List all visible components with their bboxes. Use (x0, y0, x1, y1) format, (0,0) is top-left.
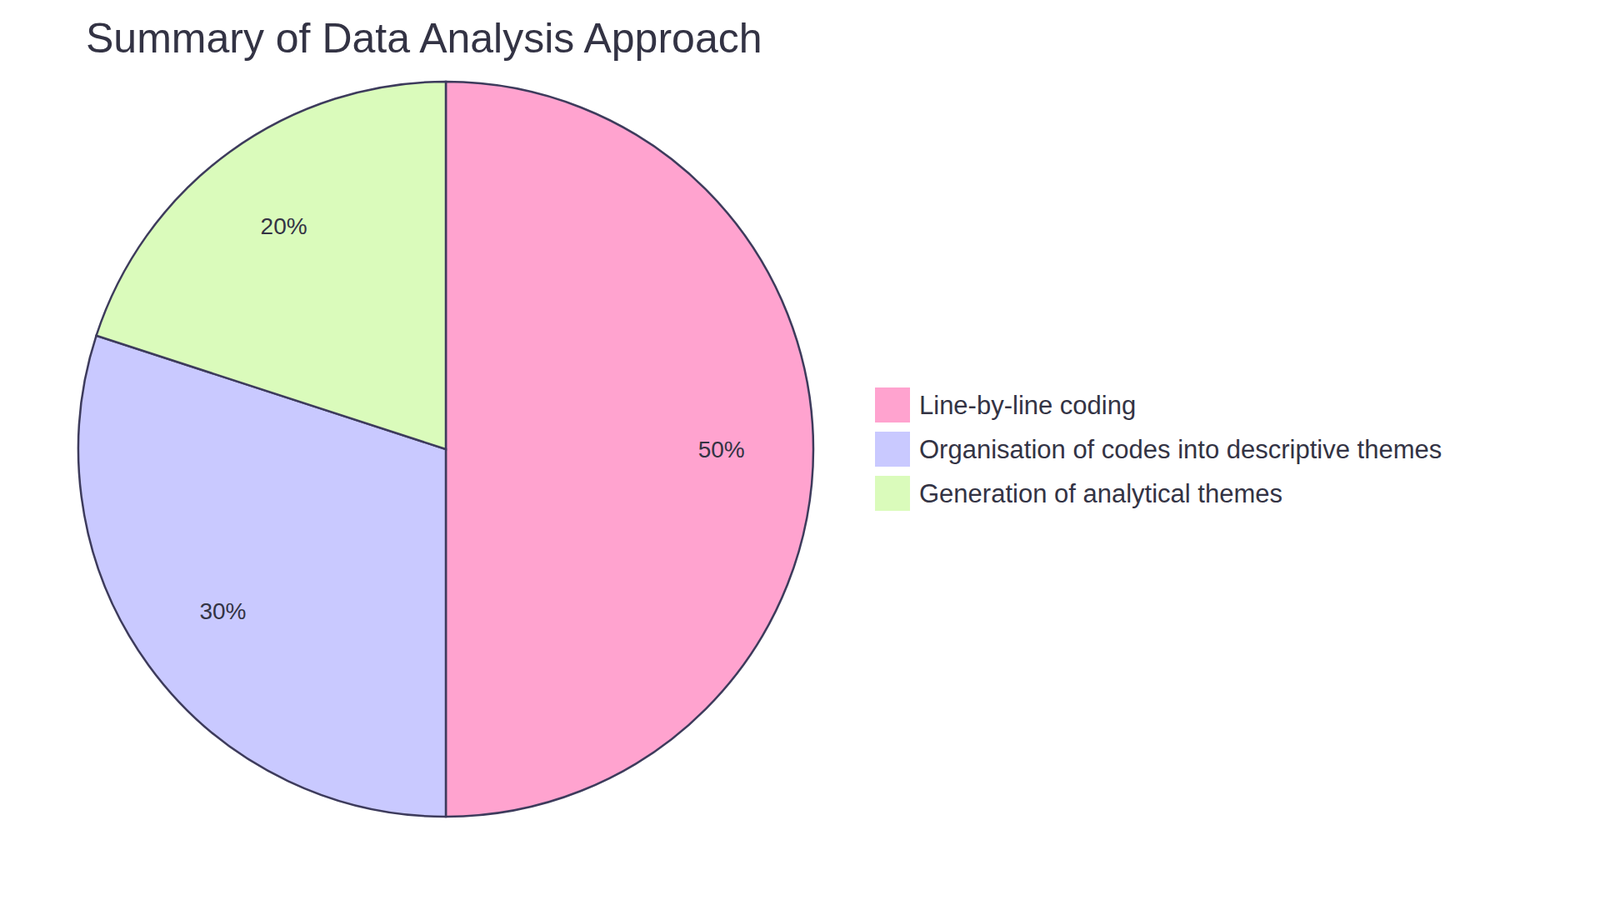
legend-swatch (874, 430, 911, 468)
legend-label: Generation of analytical themes (919, 479, 1283, 509)
data-label: 50% (698, 436, 745, 463)
legend-label: Organisation of codes into descriptive t… (919, 435, 1442, 465)
legend-swatch (874, 475, 911, 512)
title: Summary of Data Analysis Approach (85, 15, 763, 62)
chart: Summary of Data Analysis Approach 50% 30% 2… (0, 0, 1600, 900)
pie-slice (96, 81, 446, 450)
data-label: 20% (260, 213, 308, 240)
data-labels: 50% 30% 20% (199, 213, 745, 625)
legend-swatch (874, 386, 911, 424)
legend: Line-by-line coding Organisation of codes… (874, 386, 1442, 512)
data-label: 30% (199, 598, 246, 625)
pie-slice (445, 81, 814, 817)
legend-label: Line-by-line coding (919, 390, 1136, 420)
slices (78, 81, 814, 817)
